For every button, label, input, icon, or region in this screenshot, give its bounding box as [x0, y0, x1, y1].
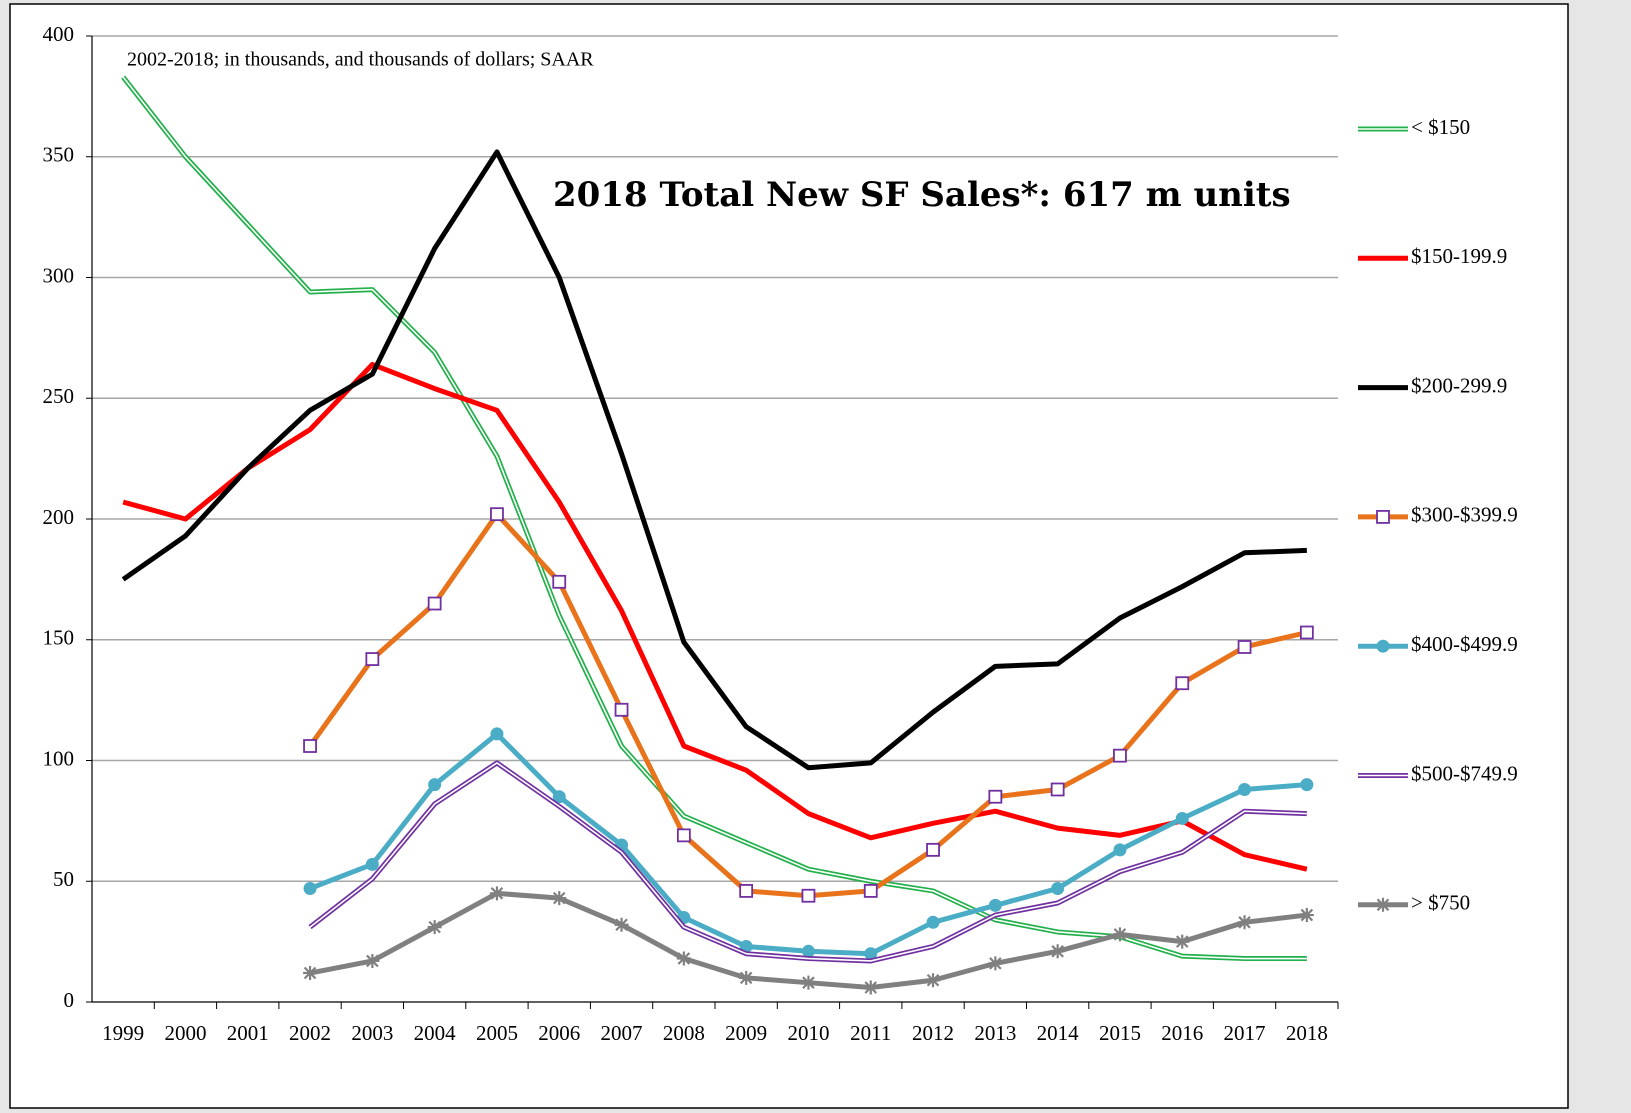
x-tick-label: 2011	[850, 1021, 891, 1045]
marker	[614, 702, 629, 717]
marker	[614, 917, 629, 932]
marker	[428, 778, 442, 792]
marker	[1175, 934, 1190, 949]
marker	[427, 920, 442, 935]
x-tick-label: 2000	[164, 1021, 206, 1045]
marker	[988, 956, 1003, 971]
x-tick-label: 2008	[663, 1021, 705, 1045]
marker	[489, 886, 504, 901]
marker	[1299, 908, 1314, 923]
marker	[863, 884, 878, 898]
y-tick-label: 400	[43, 22, 75, 46]
y-tick-label: 0	[64, 988, 75, 1012]
marker	[1376, 509, 1390, 524]
x-tick-label: 2005	[476, 1021, 518, 1045]
x-tick-label: 1999	[102, 1021, 144, 1045]
marker	[552, 891, 567, 906]
marker	[552, 574, 567, 589]
marker	[926, 915, 940, 929]
marker	[490, 507, 504, 522]
y-tick-label: 150	[43, 626, 75, 650]
marker	[739, 970, 754, 985]
x-tick-label: 2007	[601, 1021, 643, 1045]
marker	[988, 789, 1003, 804]
marker	[1376, 639, 1390, 653]
marker	[1175, 676, 1190, 691]
y-tick-label: 50	[53, 867, 74, 891]
marker	[1238, 782, 1252, 796]
x-tick-label: 2001	[227, 1021, 269, 1045]
annotation: 2018 Total New SF Sales*: 617 m units	[553, 175, 1291, 215]
marker	[1050, 782, 1065, 797]
x-tick-label: 2013	[974, 1021, 1016, 1045]
marker	[365, 953, 380, 968]
marker	[1237, 915, 1252, 930]
legend-label: $400-$499.9	[1411, 632, 1518, 656]
x-tick-label: 2018	[1286, 1021, 1328, 1045]
legend-label: $500-$749.9	[1411, 761, 1518, 785]
legend-label: $300-$399.9	[1411, 503, 1518, 527]
marker	[1299, 625, 1314, 640]
marker	[926, 973, 941, 988]
marker	[739, 884, 754, 898]
marker	[365, 857, 379, 871]
series-line	[121, 149, 1307, 771]
marker	[1376, 897, 1390, 912]
legend-label: > $750	[1411, 891, 1470, 915]
marker	[427, 596, 442, 611]
x-tick-label: 2014	[1037, 1021, 1080, 1045]
x-tick-label: 2017	[1224, 1021, 1266, 1045]
marker	[801, 975, 816, 990]
y-tick-label: 250	[43, 384, 75, 408]
marker	[801, 944, 815, 958]
marker	[676, 828, 691, 843]
y-tick-label: 100	[43, 746, 75, 770]
marker	[303, 739, 317, 753]
x-tick-label: 2006	[538, 1021, 580, 1045]
series-line	[122, 361, 1308, 872]
x-tick-label: 2003	[351, 1021, 393, 1045]
series-line-inner	[309, 762, 1307, 962]
marker	[926, 842, 940, 857]
marker	[988, 898, 1002, 912]
y-tick-label: 200	[43, 505, 75, 529]
marker	[1112, 927, 1127, 942]
x-tick-label: 2009	[725, 1021, 767, 1045]
y-tick-label: 300	[43, 263, 75, 287]
marker	[801, 888, 816, 903]
marker	[1175, 811, 1189, 825]
chart-frame	[9, 3, 1569, 1109]
marker	[864, 947, 878, 961]
marker	[1300, 778, 1314, 792]
marker	[1051, 881, 1065, 895]
x-tick-label: 2012	[912, 1021, 954, 1045]
marker	[303, 966, 318, 981]
x-tick-label: 2004	[414, 1021, 457, 1045]
x-tick-label: 2002	[289, 1021, 331, 1045]
subtitle: 2002-2018; in thousands, and thousands o…	[127, 49, 594, 71]
marker	[1050, 944, 1065, 959]
marker	[490, 727, 504, 741]
marker	[676, 951, 691, 966]
legend-label: $200-299.9	[1411, 373, 1507, 397]
legend-label: < $150	[1411, 115, 1470, 139]
legend-label: $150-199.9	[1411, 244, 1507, 268]
marker	[365, 652, 380, 666]
marker	[1237, 640, 1252, 654]
marker	[863, 980, 878, 995]
x-tick-label: 2015	[1099, 1021, 1141, 1045]
marker	[303, 881, 317, 895]
marker	[552, 790, 566, 804]
marker	[1113, 748, 1127, 763]
marker	[1113, 843, 1127, 857]
y-tick-label: 350	[43, 143, 75, 167]
x-tick-label: 2010	[787, 1021, 829, 1045]
x-tick-label: 2016	[1161, 1021, 1203, 1045]
